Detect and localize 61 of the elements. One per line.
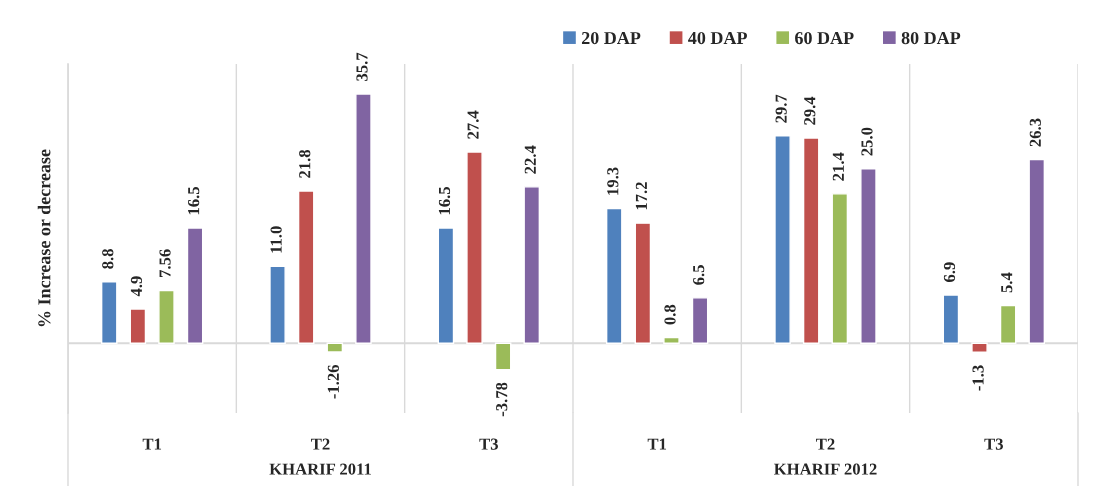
data-label: 29.4 [804, 96, 816, 125]
legend-label: 40 DAP [688, 31, 747, 45]
bar [297, 190, 315, 344]
data-label: 21.4 [832, 152, 845, 181]
bar [100, 281, 118, 344]
data-label: 17.2 [635, 182, 648, 210]
bar [326, 342, 344, 353]
bar [860, 168, 877, 344]
legend-label: 60 DAP [795, 31, 854, 45]
data-label: 26.3 [1029, 118, 1041, 147]
bar [802, 137, 820, 344]
data-label: 19.3 [607, 167, 619, 195]
bar [158, 289, 175, 344]
bar [1028, 158, 1046, 344]
data-label: 11.0 [270, 226, 282, 253]
x-tick-label: T2 [311, 438, 330, 450]
data-label: 4.9 [130, 276, 143, 297]
data-label: 5.4 [1001, 272, 1013, 293]
x-tick-label: T1 [142, 438, 162, 450]
bar [634, 222, 652, 344]
data-label: 6.5 [693, 265, 705, 285]
bar [494, 342, 512, 371]
bar [942, 294, 960, 344]
x-tick-label: T1 [647, 438, 667, 450]
legend-label: 80 DAP [901, 31, 961, 45]
text: KHARIF 2011 [269, 463, 371, 475]
bar [663, 336, 680, 344]
x-tick-label: T3 [479, 438, 498, 450]
bar [691, 297, 709, 344]
bar [269, 265, 286, 344]
bar [605, 207, 623, 344]
legend-label: 20 DAP [581, 31, 641, 45]
data-label: 0.8 [664, 304, 676, 325]
data-label: 8.8 [102, 248, 114, 269]
bar [999, 304, 1017, 344]
data-label: 29.7 [775, 94, 787, 123]
y-axis-title: % Increase or decrease [37, 149, 51, 327]
bar [437, 227, 455, 344]
bar [523, 186, 541, 344]
data-label: 21.8 [299, 149, 311, 178]
data-label: 22.4 [524, 145, 536, 174]
data-label: 25.0 [861, 127, 873, 156]
data-label: 16.5 [188, 186, 200, 215]
data-label: 27.4 [467, 110, 479, 139]
bar [971, 342, 988, 353]
data-label: -1.26 [327, 364, 340, 399]
bar [466, 151, 483, 344]
bar [355, 93, 372, 344]
text: KHARIF 2012 [774, 463, 877, 475]
data-label: -3.78 [496, 382, 508, 417]
bar [831, 193, 849, 344]
data-label: -1.3 [972, 365, 984, 391]
data-label: 35.7 [356, 52, 368, 81]
bar [186, 227, 204, 344]
bar [774, 135, 791, 344]
x-tick-label: T2 [816, 438, 835, 450]
bar [129, 308, 147, 344]
data-label: 16.5 [438, 186, 451, 215]
data-label: 6.9 [943, 262, 956, 282]
x-tick-label: T3 [984, 438, 1003, 450]
data-label: 7.56 [159, 249, 171, 277]
